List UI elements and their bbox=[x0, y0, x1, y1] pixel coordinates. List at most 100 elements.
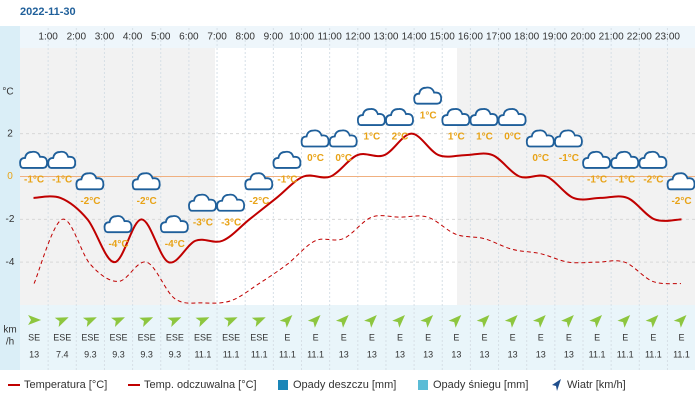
cloud bbox=[441, 108, 471, 126]
wind-direction: E bbox=[397, 332, 403, 342]
weather-icon bbox=[525, 129, 555, 148]
temperature-label: -1°C bbox=[52, 175, 72, 186]
wind-speed: 11.1 bbox=[645, 349, 662, 359]
wind-direction: ESE bbox=[110, 332, 128, 342]
arrow bbox=[561, 315, 574, 328]
x-tick-label: 10:00 bbox=[289, 32, 314, 43]
arrow bbox=[617, 315, 631, 328]
arrow bbox=[673, 315, 687, 328]
arrow bbox=[279, 315, 293, 328]
wind-arrow bbox=[448, 315, 462, 328]
wind-direction: E bbox=[622, 332, 628, 342]
arrow bbox=[167, 317, 182, 327]
arrow bbox=[589, 315, 603, 328]
cloud bbox=[638, 150, 668, 169]
cloud bbox=[554, 129, 583, 148]
x-tick-label: 19:00 bbox=[542, 32, 567, 43]
cloud bbox=[356, 108, 386, 126]
arrow bbox=[392, 315, 405, 328]
legend-label: Temp. odczuwalna [°C] bbox=[144, 379, 257, 391]
wind-direction: ESE bbox=[222, 332, 240, 342]
temperature-label: -1°C bbox=[587, 175, 607, 186]
cloud bbox=[272, 150, 302, 169]
wind-speed: 13 bbox=[536, 349, 546, 359]
legend-swatch bbox=[418, 380, 428, 390]
x-tick-label: 4:00 bbox=[123, 32, 143, 43]
wind-arrow bbox=[195, 317, 210, 327]
temperature-label: -1°C bbox=[559, 153, 579, 164]
cloud bbox=[244, 172, 274, 191]
cloud bbox=[47, 150, 77, 169]
arrow bbox=[476, 315, 490, 328]
wind-arrow bbox=[111, 317, 125, 327]
cloud bbox=[582, 150, 611, 169]
wind-direction: E bbox=[425, 332, 431, 342]
x-tick-label: 9:00 bbox=[264, 32, 284, 43]
x-tick-label: 20:00 bbox=[570, 32, 595, 43]
wind-speed: 13 bbox=[29, 349, 39, 359]
wind-arrow bbox=[335, 315, 349, 328]
x-tick-label: 13:00 bbox=[373, 32, 398, 43]
cloud bbox=[469, 108, 499, 126]
wind-direction: ESE bbox=[166, 332, 184, 342]
wind-speed: 13 bbox=[339, 349, 349, 359]
temperature-label: -2°C bbox=[137, 196, 157, 207]
cloud bbox=[610, 150, 640, 169]
cloud bbox=[103, 215, 133, 234]
wind-speed: 13 bbox=[564, 349, 574, 359]
temperature-label: 1°C bbox=[476, 132, 493, 143]
weather-icon bbox=[75, 172, 105, 191]
wind-speed: 11.1 bbox=[617, 349, 634, 359]
wind-direction: E bbox=[453, 332, 459, 342]
weather-icon bbox=[244, 172, 274, 191]
wind-speed: 13 bbox=[367, 349, 377, 359]
wind-arrow bbox=[279, 315, 293, 328]
x-tick-label: 7:00 bbox=[207, 32, 227, 43]
wind-direction: ESE bbox=[138, 332, 156, 342]
wind-arrow bbox=[364, 315, 377, 328]
cloud bbox=[188, 193, 217, 212]
arrow bbox=[364, 315, 377, 328]
wind-direction: E bbox=[369, 332, 375, 342]
weather-icon bbox=[610, 150, 640, 169]
wind-direction: E bbox=[284, 332, 290, 342]
y-tick-label: 0 bbox=[7, 171, 13, 182]
weather-icon bbox=[19, 150, 48, 169]
wind-arrow bbox=[645, 315, 659, 328]
temperature-label: -4°C bbox=[165, 239, 185, 250]
temperature-label: 1°C bbox=[363, 132, 380, 143]
wind-arrow bbox=[476, 315, 490, 328]
wind-arrow bbox=[392, 315, 405, 328]
weather-icon bbox=[582, 150, 611, 169]
x-tick-label: 17:00 bbox=[486, 32, 511, 43]
wind-arrow bbox=[420, 315, 434, 328]
feels-like-line bbox=[33, 215, 681, 304]
x-tick-label: 8:00 bbox=[235, 32, 255, 43]
wind-axis-label: km bbox=[3, 325, 16, 336]
temperature-label: -2°C bbox=[249, 196, 269, 207]
legend-swatch bbox=[278, 380, 288, 390]
temperature-label: -1°C bbox=[615, 175, 635, 186]
wind-speed: 11.1 bbox=[279, 349, 296, 359]
arrow bbox=[532, 315, 546, 328]
wind-arrow bbox=[139, 317, 154, 327]
wind-speed: 9.3 bbox=[112, 349, 125, 359]
legend: Temperatura [°C] Temp. odczuwalna [°C] Opa… bbox=[8, 379, 626, 391]
wind-direction: ESE bbox=[53, 332, 71, 342]
cloud bbox=[216, 193, 246, 212]
weather-icon bbox=[497, 108, 527, 126]
wind-arrow bbox=[167, 317, 182, 327]
temperature-label: 1°C bbox=[420, 110, 437, 121]
wind-arrow bbox=[561, 315, 574, 328]
wind-speed: 13 bbox=[508, 349, 518, 359]
arrow bbox=[307, 315, 321, 328]
weather-icon bbox=[328, 129, 358, 148]
temperature-label: -1°C bbox=[24, 175, 44, 186]
cloud bbox=[75, 172, 105, 191]
wind-direction: E bbox=[650, 332, 656, 342]
temperature-line bbox=[33, 132, 682, 264]
cloud bbox=[497, 108, 527, 126]
arrow bbox=[111, 317, 125, 327]
temperature-label: 0°C bbox=[504, 132, 521, 143]
weather-icon bbox=[216, 193, 246, 212]
